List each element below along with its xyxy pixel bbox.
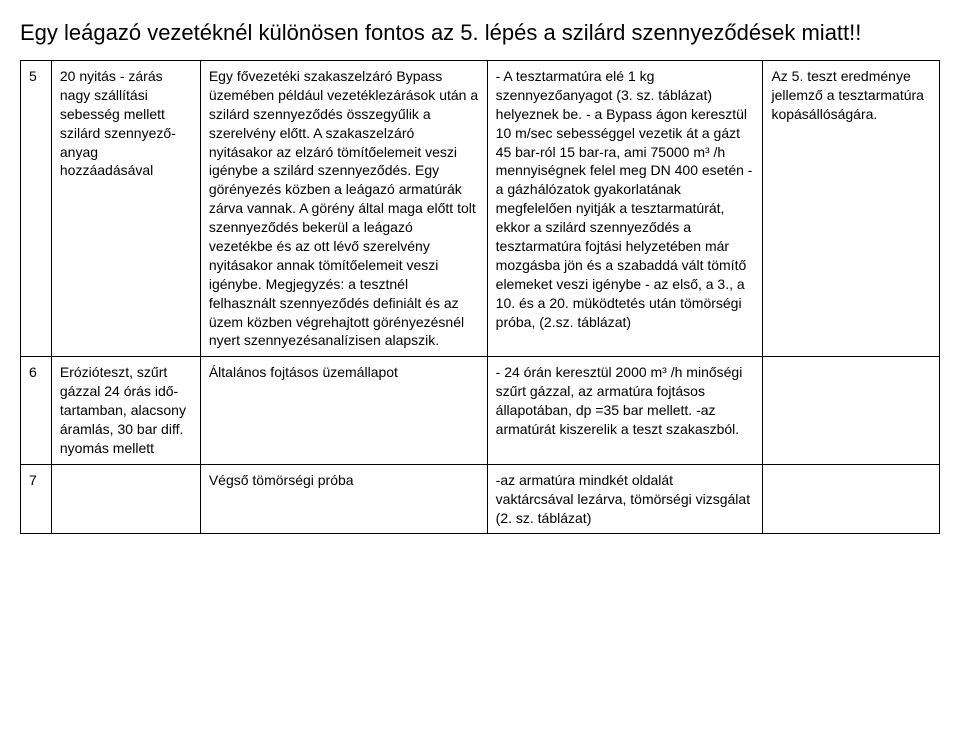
- table-row: 7 Végső tömörségi próba -az armatúra min…: [21, 464, 940, 534]
- cell-col4: - A tesztarmatúra elé 1 kg szennyezőanya…: [487, 61, 763, 357]
- cell-col2: 20 nyitás - zárás nagy szállítási sebess…: [51, 61, 200, 357]
- cell-num: 5: [21, 61, 52, 357]
- table-row: 6 Erózióteszt, szűrt gázzal 24 órás idő-…: [21, 357, 940, 464]
- cell-col5: [763, 464, 940, 534]
- page-title: Egy leágazó vezetéknél különösen fontos …: [20, 20, 940, 46]
- table-row: 5 20 nyitás - zárás nagy szállítási sebe…: [21, 61, 940, 357]
- cell-col5: [763, 357, 940, 464]
- cell-col3: Általános fojtásos üzemállapot: [200, 357, 487, 464]
- cell-col2: Erózióteszt, szűrt gázzal 24 órás idő-ta…: [51, 357, 200, 464]
- cell-num: 6: [21, 357, 52, 464]
- cell-col4: -az armatúra mindkét oldalát vaktárcsáva…: [487, 464, 763, 534]
- cell-col2: [51, 464, 200, 534]
- cell-num: 7: [21, 464, 52, 534]
- cell-col3: Egy fővezetéki szakaszelzáró Bypass üzem…: [200, 61, 487, 357]
- cell-col5: Az 5. teszt eredménye jellemző a tesztar…: [763, 61, 940, 357]
- cell-col3: Végső tömörségi próba: [200, 464, 487, 534]
- data-table: 5 20 nyitás - zárás nagy szállítási sebe…: [20, 60, 940, 534]
- cell-col4: - 24 órán keresztül 2000 m³ /h minőségi …: [487, 357, 763, 464]
